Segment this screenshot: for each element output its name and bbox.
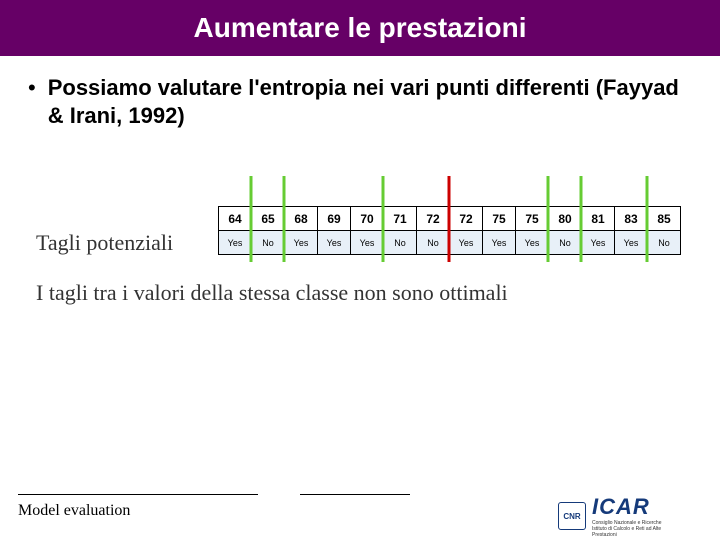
table-value-cell: No bbox=[384, 231, 417, 255]
table-value-cell: Yes bbox=[516, 231, 549, 255]
table-header-cell: 65 bbox=[252, 207, 285, 231]
table-header-cell: 64 bbox=[219, 207, 252, 231]
footer-divider-2 bbox=[300, 494, 410, 495]
table-header-cell: 72 bbox=[417, 207, 450, 231]
data-table-wrap: 6465686970717272757580818385 YesNoYesYes… bbox=[218, 206, 681, 255]
table-value-cell: Yes bbox=[450, 231, 483, 255]
table-header-cell: 81 bbox=[582, 207, 615, 231]
table-value-cell: Yes bbox=[483, 231, 516, 255]
table-header-cell: 83 bbox=[615, 207, 648, 231]
table-value-cell: No bbox=[252, 231, 285, 255]
logo-text-group: ICAR Consiglio Nazionale e Ricerche Isti… bbox=[592, 494, 672, 538]
table-header-cell: 85 bbox=[648, 207, 681, 231]
table-value-cell: Yes bbox=[219, 231, 252, 255]
table-header-cell: 71 bbox=[384, 207, 417, 231]
cnr-badge-icon: CNR bbox=[558, 502, 586, 530]
bullet-text: Possiamo valutare l'entropia nei vari pu… bbox=[48, 74, 692, 130]
table-row-label: Tagli potenziali bbox=[36, 230, 173, 256]
footer-divider bbox=[18, 494, 258, 495]
footer-label: Model evaluation bbox=[18, 502, 130, 520]
logo-subtitle: Consiglio Nazionale e Ricerche Istituto … bbox=[592, 520, 672, 538]
table-value-cell: Yes bbox=[285, 231, 318, 255]
table-header-cell: 80 bbox=[549, 207, 582, 231]
conclusion-text: I tagli tra i valori della stessa classe… bbox=[36, 280, 508, 306]
footer-logo: CNR ICAR Consiglio Nazionale e Ricerche … bbox=[558, 498, 708, 534]
table-value-row: YesNoYesYesYesNoNoYesYesYesNoYesYesNo bbox=[219, 231, 681, 255]
data-table: 6465686970717272757580818385 YesNoYesYes… bbox=[218, 206, 681, 255]
table-header-cell: 75 bbox=[516, 207, 549, 231]
table-header-cell: 72 bbox=[450, 207, 483, 231]
table-header-cell: 69 bbox=[318, 207, 351, 231]
table-value-cell: Yes bbox=[318, 231, 351, 255]
table-header-row: 6465686970717272757580818385 bbox=[219, 207, 681, 231]
table-value-cell: No bbox=[648, 231, 681, 255]
bullet-item: • Possiamo valutare l'entropia nei vari … bbox=[28, 74, 692, 130]
table-value-cell: No bbox=[549, 231, 582, 255]
table-header-cell: 68 bbox=[285, 207, 318, 231]
slide-header: Aumentare le prestazioni bbox=[0, 0, 720, 56]
table-value-cell: Yes bbox=[615, 231, 648, 255]
slide-footer: Model evaluation CNR ICAR Consiglio Nazi… bbox=[0, 494, 720, 540]
content-area: • Possiamo valutare l'entropia nei vari … bbox=[0, 56, 720, 130]
table-value-cell: Yes bbox=[351, 231, 384, 255]
logo-main: ICAR bbox=[592, 494, 672, 520]
table-value-cell: No bbox=[417, 231, 450, 255]
bullet-marker: • bbox=[28, 74, 36, 102]
slide-title: Aumentare le prestazioni bbox=[194, 12, 527, 44]
table-header-cell: 75 bbox=[483, 207, 516, 231]
table-header-cell: 70 bbox=[351, 207, 384, 231]
table-value-cell: Yes bbox=[582, 231, 615, 255]
